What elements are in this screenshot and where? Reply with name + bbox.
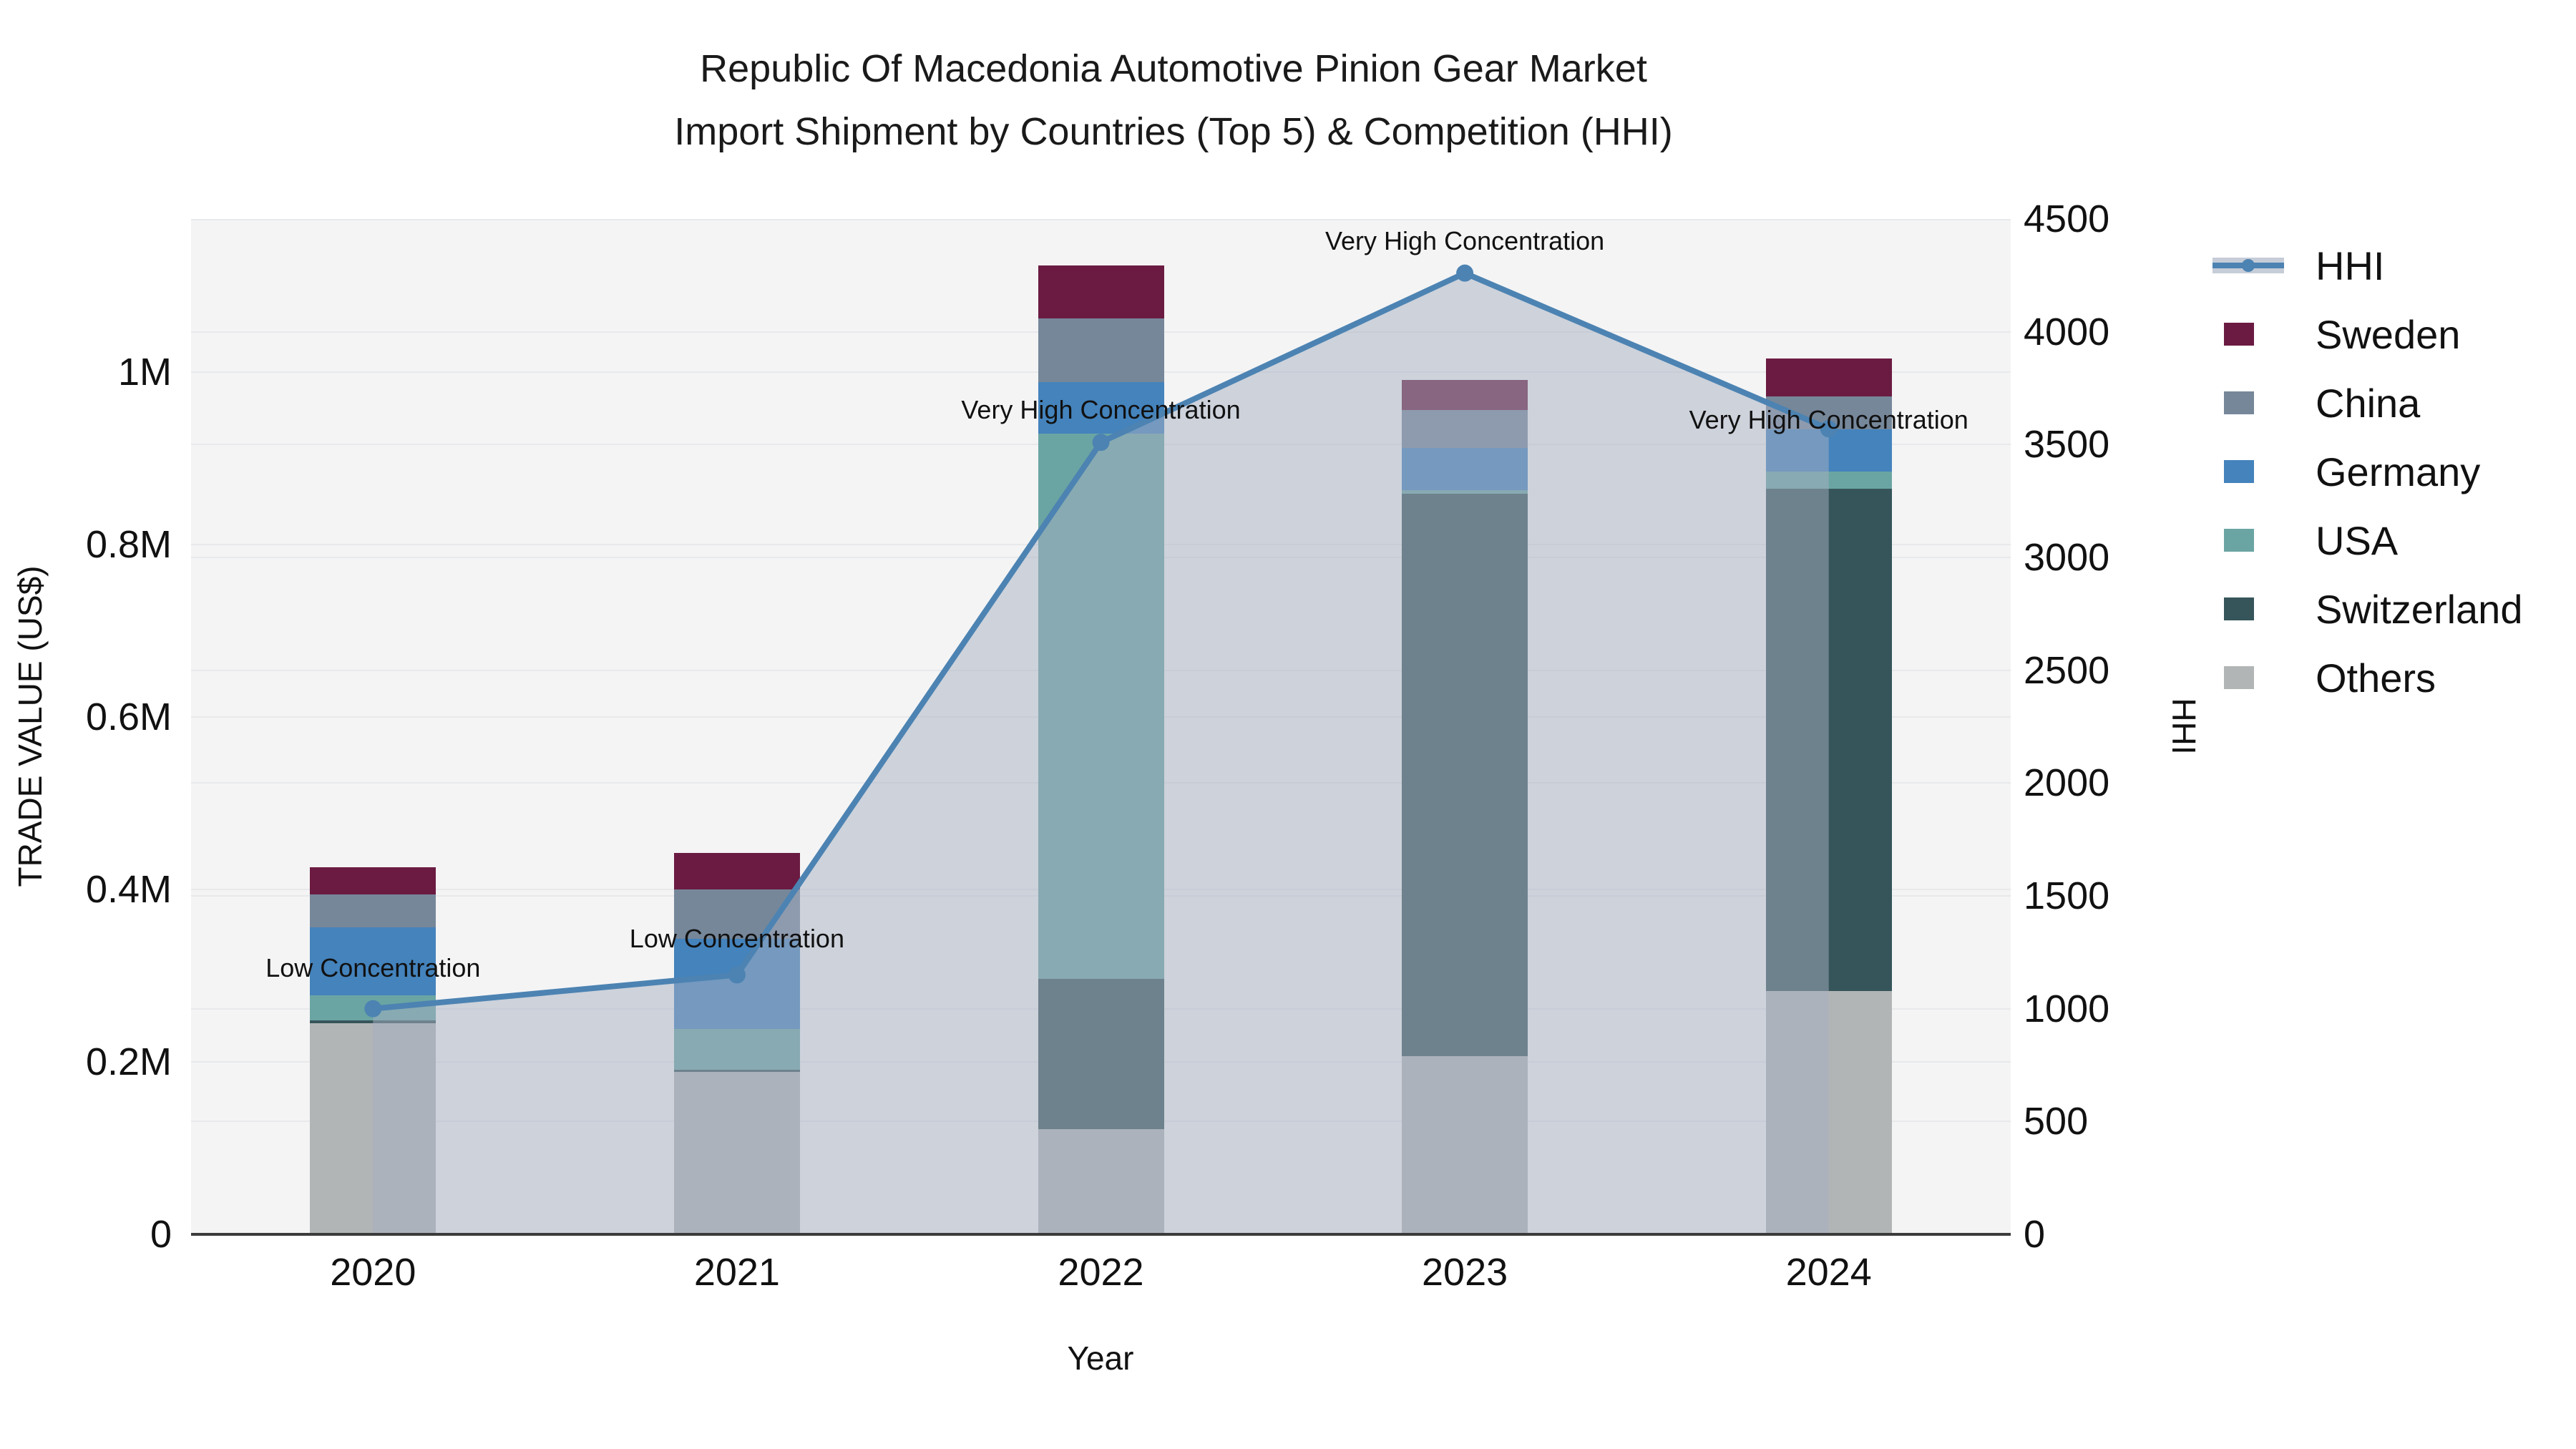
bar-2021-usa[interactable] — [673, 1029, 800, 1070]
gridline-right-axis — [191, 219, 2011, 220]
color-swatch-icon — [2212, 321, 2284, 347]
legend-item-switzerland[interactable]: Switzerland — [2212, 575, 2522, 643]
bar-2023-sweden[interactable] — [1402, 379, 1528, 411]
bar-2024-germany[interactable] — [1765, 429, 1892, 472]
bar-2021-switzerland[interactable] — [673, 1069, 800, 1073]
hhi-marker-2023[interactable] — [1456, 264, 1474, 282]
x-tick-label-2023: 2023 — [1422, 1251, 1508, 1294]
legend-label: Switzerland — [2316, 586, 2523, 632]
chart-title-line2: Import Shipment by Countries (Top 5) & C… — [674, 110, 1673, 153]
y-right-tick-label: 4500 — [2024, 197, 2110, 240]
bar-2024-others[interactable] — [1765, 991, 1892, 1234]
color-swatch-icon — [2212, 596, 2284, 622]
bar-2022-switzerland[interactable] — [1038, 979, 1164, 1129]
y-left-tick-label: 0.8M — [85, 523, 172, 566]
bar-2023-germany[interactable] — [1402, 448, 1528, 491]
y-right-tick-label: 3500 — [2024, 423, 2110, 467]
legend-label: China — [2316, 380, 2421, 426]
bar-2024-usa[interactable] — [1765, 471, 1892, 489]
annotation-2021: Low Concentration — [629, 924, 844, 954]
legend-item-others[interactable]: Others — [2212, 643, 2522, 712]
y-right-tick-label: 2000 — [2024, 761, 2110, 805]
legend-item-usa[interactable]: USA — [2212, 506, 2522, 575]
bar-2022-china[interactable] — [1038, 318, 1164, 383]
legend-label: Sweden — [2316, 311, 2461, 357]
bar-2023-china[interactable] — [1402, 410, 1528, 449]
swatch-others — [2224, 666, 2254, 689]
x-axis-line — [191, 1233, 2011, 1236]
bar-2023-switzerland[interactable] — [1402, 493, 1528, 1056]
y-left-tick-label: 1M — [117, 351, 172, 394]
y-right-tick-label: 2500 — [2024, 648, 2110, 692]
color-swatch-icon — [2212, 527, 2284, 553]
y-right-tick-label: 1000 — [2024, 987, 2110, 1030]
bar-2022-others[interactable] — [1038, 1129, 1164, 1234]
hhi-marker-swatch — [2242, 259, 2255, 272]
plot-area[interactable]: Low Concentration Low Concentration Very H… — [191, 219, 2011, 1234]
bar-2023-usa[interactable] — [1402, 490, 1528, 494]
bar-2020-others[interactable] — [310, 1023, 436, 1234]
bar-2023-others[interactable] — [1402, 1055, 1528, 1234]
y-left-tick-label: 0.2M — [85, 1040, 172, 1083]
color-swatch-icon — [2212, 459, 2284, 484]
color-swatch-icon — [2212, 665, 2284, 691]
x-tick-label-2024: 2024 — [1785, 1251, 1872, 1294]
bar-2021-sweden[interactable] — [673, 853, 800, 889]
bar-2024-switzerland[interactable] — [1765, 488, 1892, 992]
y-right-tick-label: 0 — [2024, 1213, 2046, 1256]
swatch-usa — [2224, 529, 2254, 552]
bar-2024-sweden[interactable] — [1765, 358, 1892, 396]
legend-item-hhi[interactable]: HHI — [2212, 231, 2522, 300]
chart-title: Republic Of Macedonia Automotive Pinion … — [315, 37, 2032, 163]
x-tick-label-2021: 2021 — [693, 1251, 780, 1294]
chart-title-line1: Republic Of Macedonia Automotive Pinion … — [700, 47, 1647, 90]
bar-2021-others[interactable] — [673, 1072, 800, 1234]
bar-2022-usa[interactable] — [1038, 433, 1164, 980]
y-left-tick-label: 0.4M — [85, 868, 172, 911]
swatch-germany — [2224, 460, 2254, 483]
y-right-tick-label: 1500 — [2024, 874, 2110, 917]
y-axis-left-title: TRADE VALUE (US$) — [11, 565, 49, 887]
swatch-china — [2224, 391, 2254, 414]
x-tick-label-2020: 2020 — [330, 1251, 416, 1294]
x-tick-label-2022: 2022 — [1058, 1251, 1144, 1294]
y-left-tick-label: 0.6M — [85, 696, 172, 738]
annotation-2023: Very High Concentration — [1324, 225, 1605, 255]
y-right-tick-label: 4000 — [2024, 310, 2110, 353]
annotation-2022: Very High Concentration — [961, 395, 1241, 425]
hhi-line-swatch-icon — [2212, 253, 2284, 278]
legend-item-germany[interactable]: Germany — [2212, 437, 2522, 506]
y-right-tick-label: 500 — [2024, 1100, 2089, 1143]
legend-label: HHI — [2316, 243, 2385, 288]
legend-label: Germany — [2316, 449, 2481, 494]
y-right-tick-label: 3000 — [2024, 536, 2110, 579]
y-axis-right-title: HHI — [2165, 698, 2202, 755]
swatch-switzerland — [2224, 597, 2254, 620]
bar-2020-switzerland[interactable] — [310, 1020, 436, 1023]
legend-label: USA — [2316, 517, 2399, 563]
annotation-2020: Low Concentration — [265, 952, 481, 982]
color-swatch-icon — [2212, 390, 2284, 416]
legend-label: Others — [2316, 655, 2436, 701]
bar-2020-sweden[interactable] — [310, 867, 436, 895]
annotation-2024: Very High Concentration — [1689, 405, 1968, 435]
bar-2020-usa[interactable] — [310, 995, 436, 1021]
y-left-tick-label: 0 — [150, 1213, 172, 1256]
bar-2020-china[interactable] — [310, 894, 436, 928]
bar-2022-sweden[interactable] — [1038, 265, 1164, 319]
x-axis-title: Year — [1067, 1340, 1134, 1377]
legend-item-sweden[interactable]: Sweden — [2212, 300, 2522, 369]
legend: HHI Sweden China Germany USA Switzerland Other… — [2212, 231, 2522, 712]
swatch-sweden — [2224, 323, 2254, 346]
legend-item-china[interactable]: China — [2212, 369, 2522, 437]
